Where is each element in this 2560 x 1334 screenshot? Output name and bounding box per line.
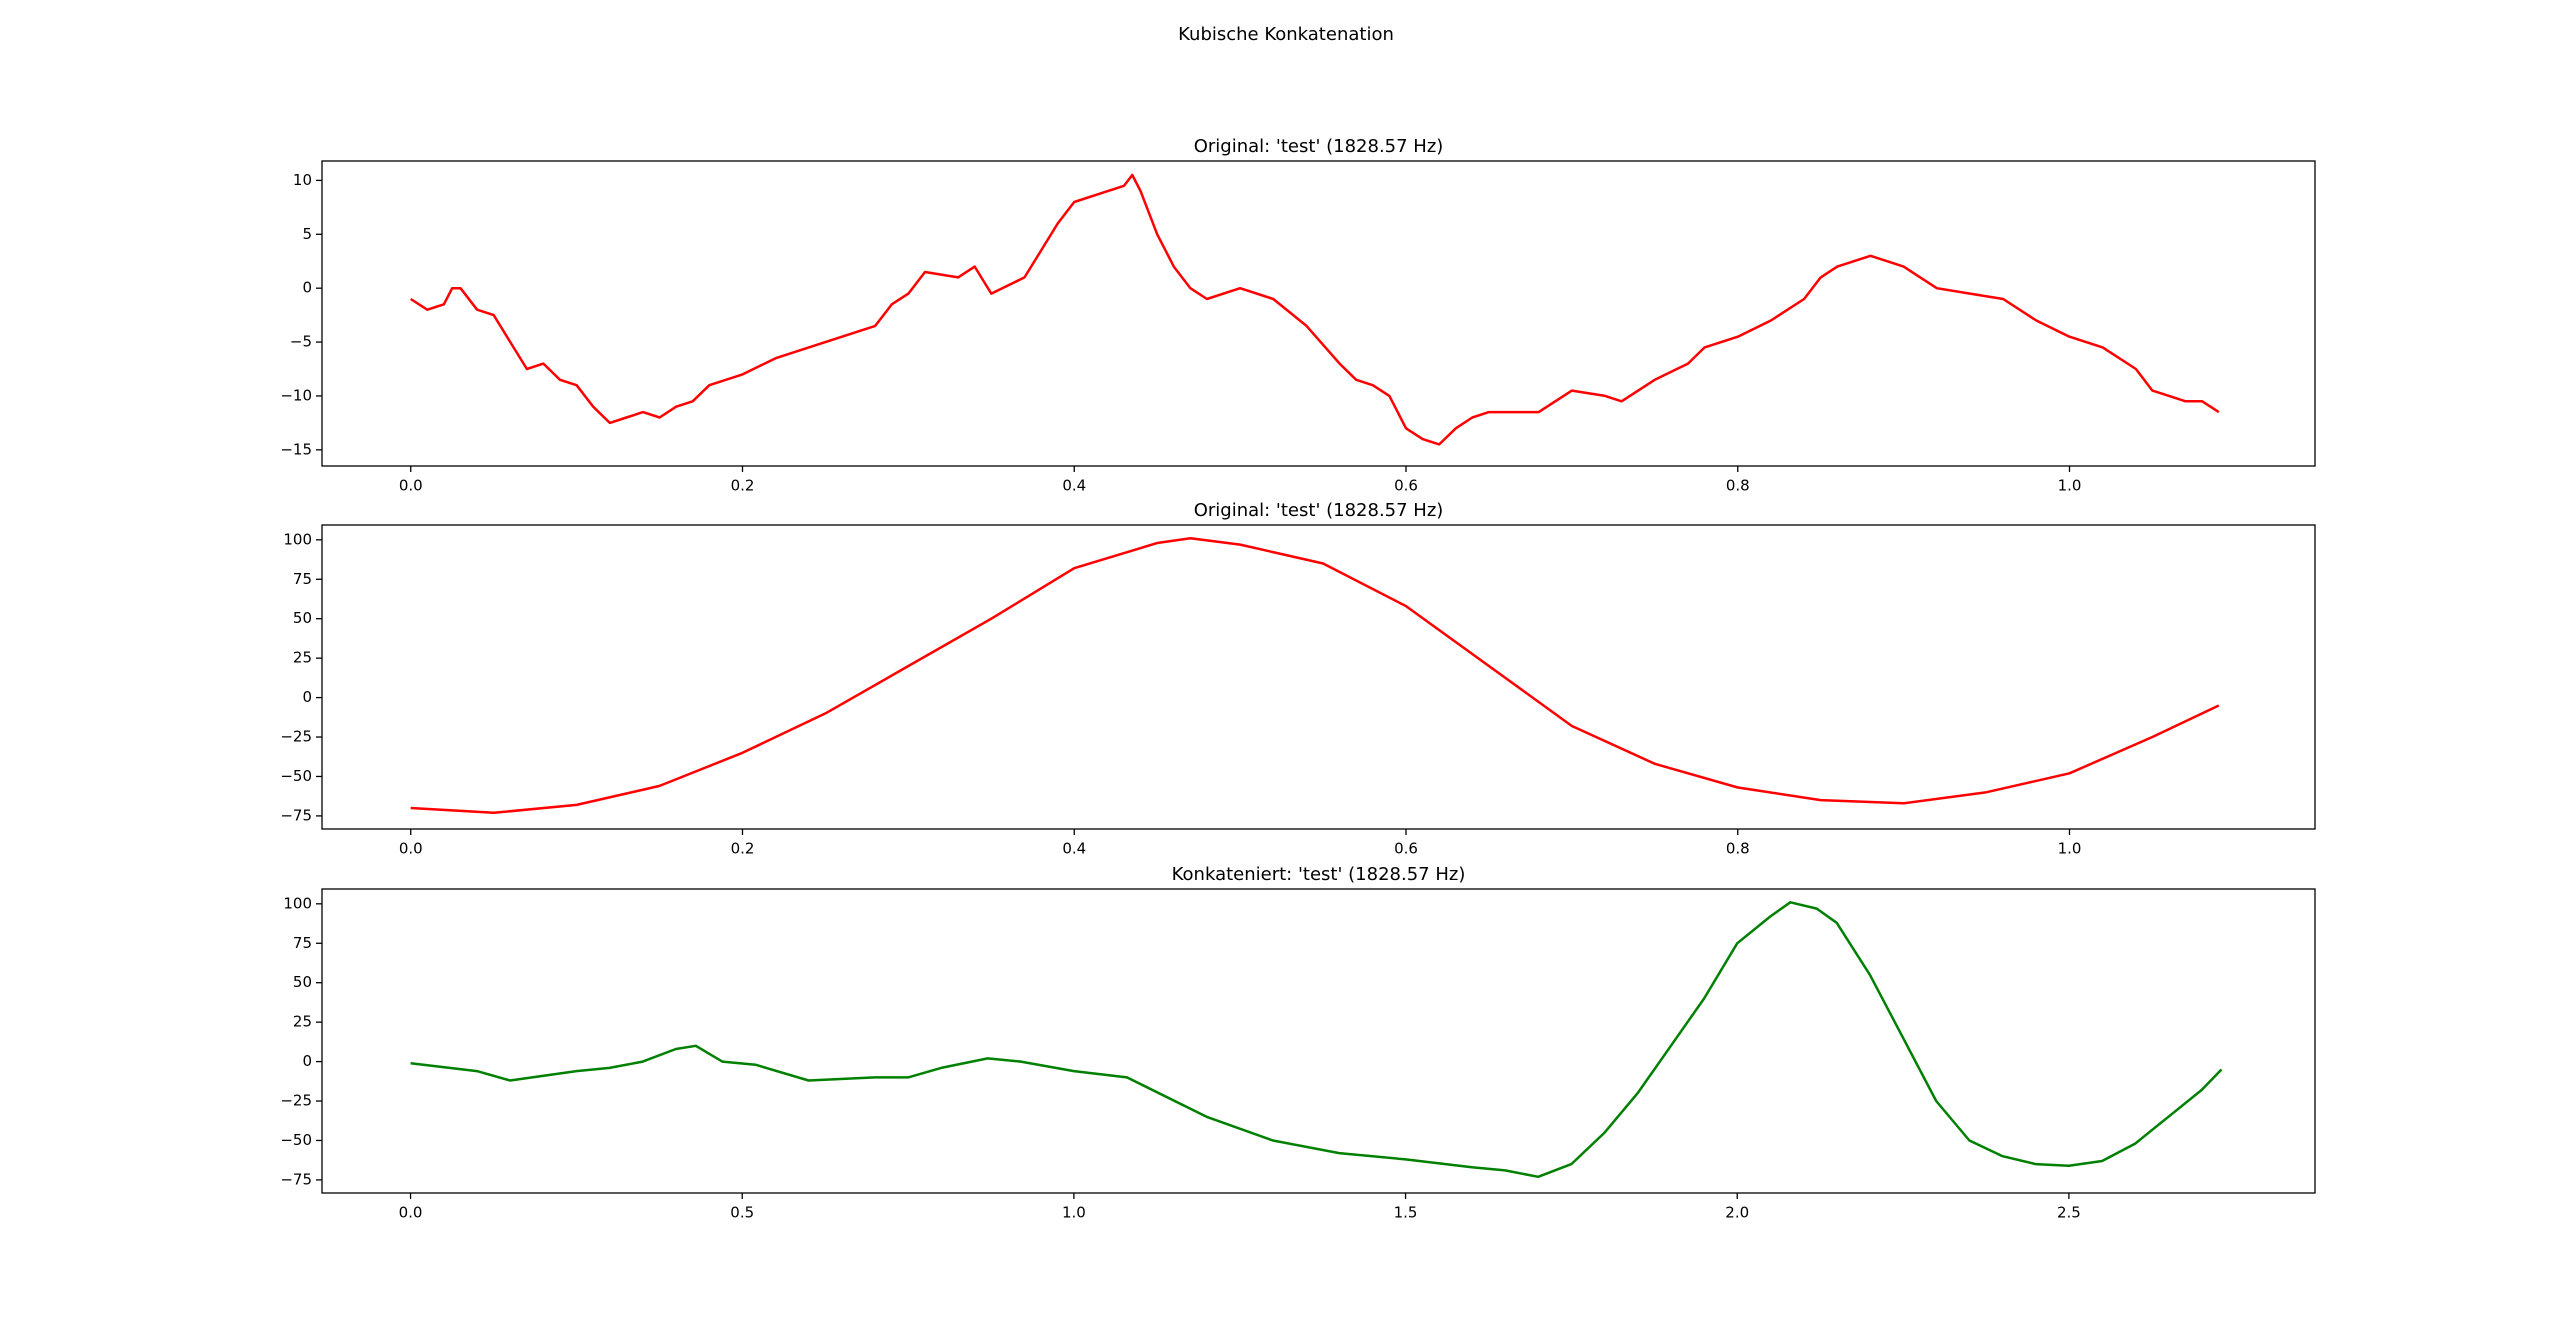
y-tick-label: 0 bbox=[302, 1052, 312, 1070]
y-tick-label: 75 bbox=[293, 570, 312, 588]
x-tick-label: 1.5 bbox=[1394, 1204, 1418, 1222]
x-tick-label: 0.8 bbox=[1726, 477, 1750, 495]
y-tick-label: 5 bbox=[302, 225, 312, 243]
y-tick-label: −50 bbox=[280, 1131, 312, 1149]
y-tick-label: 50 bbox=[293, 609, 312, 627]
x-tick-label: 0.4 bbox=[1062, 477, 1086, 495]
axes-frame bbox=[321, 160, 2316, 467]
subplot-title: Original: 'test' (1828.57 Hz) bbox=[1194, 136, 1444, 157]
x-tick-label: 1.0 bbox=[2058, 477, 2082, 495]
y-tick-label: 10 bbox=[293, 171, 312, 189]
x-tick-label: 0.6 bbox=[1394, 477, 1418, 495]
y-tick-label: −25 bbox=[280, 1092, 312, 1110]
axes-frame bbox=[321, 888, 2316, 1194]
y-tick-label: −75 bbox=[280, 1170, 312, 1188]
y-tick-label: 50 bbox=[293, 973, 312, 991]
data-line bbox=[410, 901, 2223, 1179]
y-tick-label: −25 bbox=[280, 728, 312, 746]
x-tick-label: 0.2 bbox=[731, 840, 755, 858]
data-line bbox=[410, 537, 2220, 815]
y-tick-label: 100 bbox=[283, 894, 312, 912]
figure-title: Kubische Konkatenation bbox=[1178, 24, 1394, 45]
y-tick-label: −10 bbox=[280, 386, 312, 404]
y-tick-label: −50 bbox=[280, 767, 312, 785]
y-tick-label: 0 bbox=[302, 688, 312, 706]
axes-frame bbox=[321, 524, 2316, 830]
x-tick-label: 0.5 bbox=[730, 1204, 754, 1222]
x-tick-label: 0.0 bbox=[399, 477, 423, 495]
x-tick-label: 0.6 bbox=[1394, 840, 1418, 858]
x-tick-label: 2.5 bbox=[2057, 1204, 2081, 1222]
subplot-title: Original: 'test' (1828.57 Hz) bbox=[1194, 500, 1444, 521]
subplot-title: Konkateniert: 'test' (1828.57 Hz) bbox=[1172, 864, 1466, 885]
x-tick-label: 0.4 bbox=[1062, 840, 1086, 858]
y-tick-label: −5 bbox=[290, 333, 312, 351]
y-tick-label: 75 bbox=[293, 934, 312, 952]
y-tick-label: 25 bbox=[293, 649, 312, 667]
data-line bbox=[410, 173, 2220, 446]
y-tick-label: −15 bbox=[280, 440, 312, 458]
x-tick-label: 0.2 bbox=[731, 477, 755, 495]
x-tick-label: 0.0 bbox=[399, 840, 423, 858]
x-tick-label: 0.0 bbox=[399, 1204, 423, 1222]
y-tick-label: 25 bbox=[293, 1013, 312, 1031]
x-tick-label: 1.0 bbox=[2058, 840, 2082, 858]
y-tick-label: −75 bbox=[280, 806, 312, 824]
x-tick-label: 1.0 bbox=[1062, 1204, 1086, 1222]
y-tick-label: 100 bbox=[283, 530, 312, 548]
x-tick-label: 2.0 bbox=[1725, 1204, 1749, 1222]
y-tick-label: 0 bbox=[302, 279, 312, 297]
x-tick-label: 0.8 bbox=[1726, 840, 1750, 858]
